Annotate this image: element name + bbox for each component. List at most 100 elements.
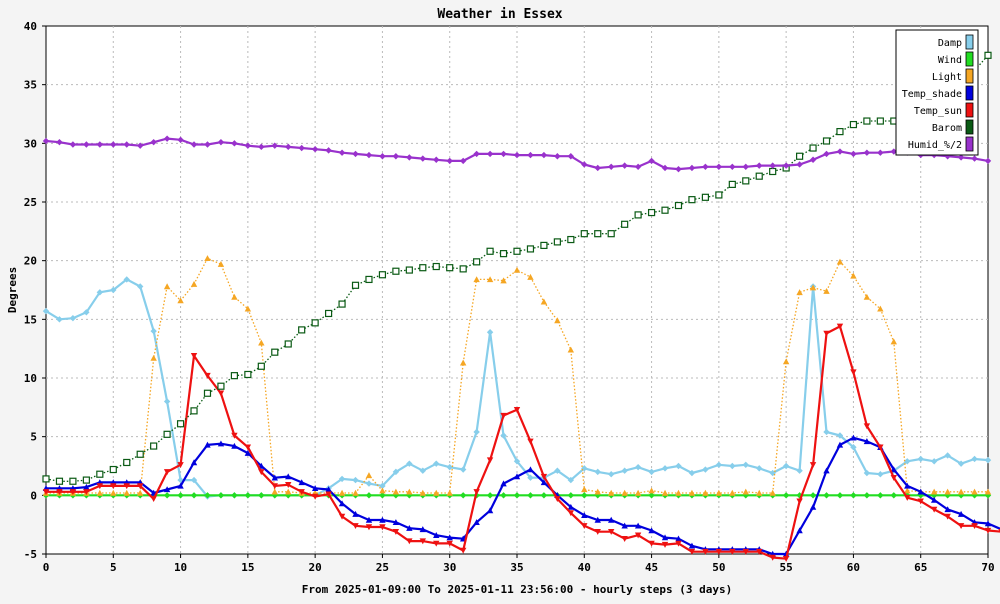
data-point-damp — [621, 467, 628, 474]
data-point-damp — [675, 462, 682, 470]
data-point-barom — [109, 465, 117, 474]
data-point-temp-sun — [271, 483, 278, 490]
x-tick-label: 10 — [174, 561, 187, 574]
data-point-damp — [944, 452, 951, 459]
data-point-wind — [527, 492, 534, 499]
data-point-temp-sun — [540, 473, 548, 480]
data-point-temp-shade — [957, 510, 965, 517]
data-point-light — [971, 488, 978, 495]
data-point-barom — [526, 245, 535, 253]
data-point-damp — [96, 289, 104, 296]
data-point-damp — [379, 482, 386, 490]
data-point-temp-sun — [433, 540, 440, 547]
data-point-temp-shade — [944, 506, 951, 513]
legend-swatch — [965, 51, 974, 67]
data-point-temp-sun — [83, 489, 90, 496]
data-point-barom — [351, 281, 360, 289]
data-point-temp-sun — [581, 523, 588, 530]
data-point-humid-2 — [661, 164, 669, 172]
legend-box — [895, 29, 979, 156]
data-point-humid-2 — [850, 150, 857, 158]
legend-swatch — [965, 136, 974, 152]
legend-label: Light — [932, 72, 962, 83]
data-point-temp-shade — [917, 488, 924, 495]
data-point-barom — [540, 241, 548, 250]
data-point-humid-2 — [877, 149, 884, 156]
data-point-barom — [701, 193, 710, 201]
data-point-temp-sun — [311, 493, 319, 500]
data-point-barom — [755, 172, 763, 180]
data-point-wind — [782, 492, 790, 499]
data-point-temp-shade — [823, 467, 830, 474]
data-point-wind — [459, 492, 467, 499]
data-point-temp-sun — [325, 491, 332, 498]
data-point-temp-sun — [123, 483, 130, 490]
data-point-light — [769, 489, 776, 496]
series-line-temp-sun — [46, 325, 1000, 560]
data-point-light — [850, 272, 857, 279]
data-point-light — [554, 317, 561, 324]
data-point-temp-sun — [836, 323, 844, 330]
data-point-temp-shade — [594, 516, 601, 523]
data-point-temp-sun — [42, 489, 50, 496]
data-point-damp — [917, 455, 924, 463]
data-point-barom — [567, 235, 575, 244]
data-point-temp-sun — [163, 469, 171, 476]
data-point-light — [944, 488, 951, 495]
data-point-light — [231, 293, 238, 300]
data-point-temp-shade — [163, 486, 171, 493]
data-point-barom — [55, 477, 64, 485]
data-point-temp-sun — [863, 423, 871, 430]
data-point-humid-2 — [836, 148, 844, 155]
data-point-temp-shade — [311, 485, 319, 492]
data-point-light — [756, 489, 763, 496]
data-point-temp-shade — [446, 534, 453, 541]
data-point-temp-shade — [567, 503, 575, 510]
data-point-light — [540, 298, 548, 305]
data-point-barom — [769, 167, 777, 176]
data-point-light — [527, 273, 534, 280]
data-point-light — [581, 486, 588, 493]
data-point-light — [258, 339, 265, 346]
data-point-light — [285, 488, 292, 495]
data-point-temp-sun — [769, 554, 776, 561]
data-point-humid-2 — [69, 141, 77, 148]
data-point-wind — [486, 492, 494, 499]
data-point-wind — [850, 492, 857, 499]
data-point-humid-2 — [150, 138, 157, 146]
data-point-damp — [796, 467, 803, 474]
data-point-light — [177, 297, 184, 304]
data-point-barom — [446, 264, 454, 272]
data-point-damp — [69, 314, 77, 322]
data-point-barom — [607, 230, 615, 238]
data-point-humid-2 — [971, 155, 978, 162]
data-point-barom — [553, 238, 561, 246]
data-point-barom — [378, 271, 387, 279]
data-point-humid-2 — [96, 141, 104, 148]
chart-title: Weather in Essex — [437, 7, 562, 22]
y-tick-label: 25 — [24, 196, 37, 209]
data-point-barom — [594, 230, 602, 238]
data-point-light — [446, 489, 453, 496]
data-point-temp-sun — [527, 438, 534, 445]
data-point-light — [204, 255, 211, 262]
data-point-wind — [742, 492, 749, 499]
data-point-temp-sun — [608, 528, 615, 535]
data-point-humid-2 — [325, 147, 332, 154]
data-point-humid-2 — [594, 164, 601, 172]
data-point-wind — [863, 492, 871, 499]
data-point-temp-shade — [836, 441, 844, 448]
legend-swatch — [965, 34, 974, 50]
y-tick-label: 30 — [24, 137, 37, 150]
data-point-light — [702, 489, 709, 496]
data-point-temp-shade — [352, 510, 359, 517]
data-point-humid-2 — [621, 162, 628, 169]
data-point-wind — [231, 492, 238, 499]
legend-label: Barom — [932, 123, 962, 134]
data-point-temp-sun — [69, 489, 77, 496]
data-point-light — [110, 489, 117, 496]
data-point-wind — [500, 492, 507, 499]
data-point-temp-sun — [56, 489, 63, 496]
data-point-light — [473, 276, 480, 283]
data-point-barom — [661, 206, 669, 214]
